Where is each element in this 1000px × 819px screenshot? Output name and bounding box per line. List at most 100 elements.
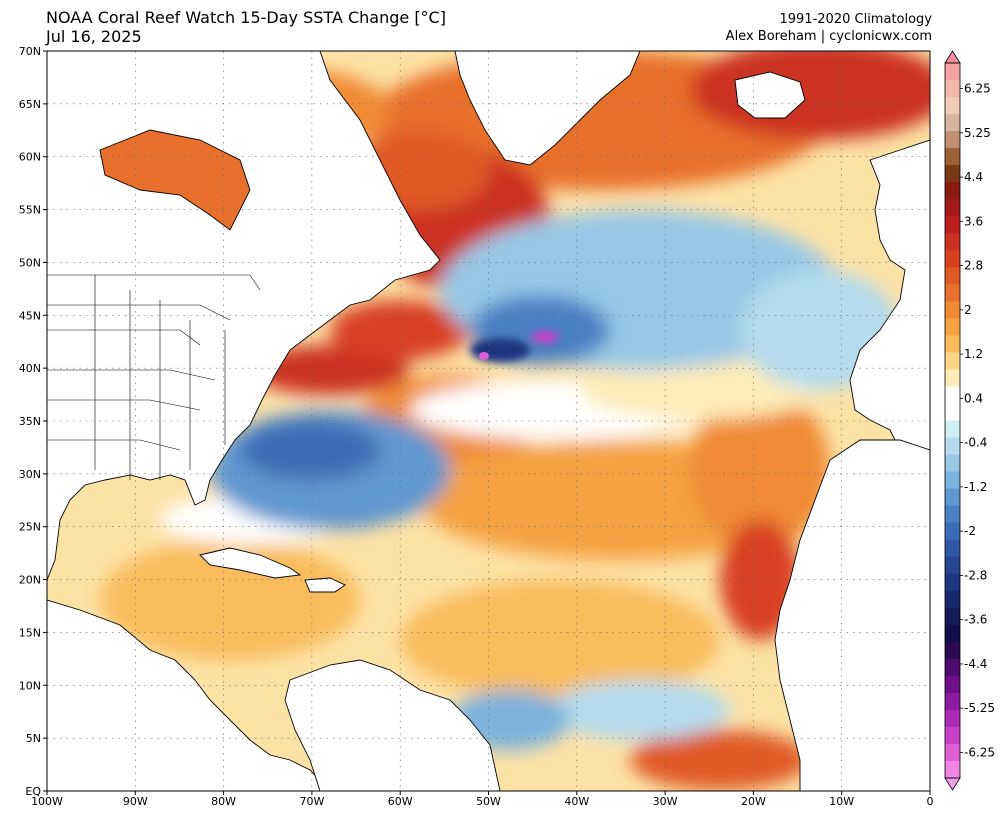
europe-land <box>849 139 930 481</box>
colorbar-swatch <box>945 250 960 268</box>
colorbar-label: -1.2 <box>964 480 987 494</box>
lat-tick-label: 40N <box>19 362 41 375</box>
colorbar-swatch <box>945 454 960 472</box>
colorbar-top-arrow <box>944 50 961 64</box>
lat-tick-label: 55N <box>19 204 41 217</box>
lat-tick-label: 65N <box>19 98 41 111</box>
colorbar-swatch <box>945 658 960 677</box>
colorbar-label: 2 <box>964 303 972 317</box>
colorbar-swatch <box>945 182 960 200</box>
colorbar-label: 1.2 <box>964 347 983 361</box>
lon-tick-label: 0 <box>927 795 934 808</box>
colorbar-swatch <box>945 369 960 387</box>
lat-tick-label: 25N <box>19 521 41 534</box>
colorbar-label: -3.6 <box>964 613 987 627</box>
colorbar-swatch <box>945 318 960 336</box>
colorbar-swatch <box>945 301 960 319</box>
colorbar-swatch <box>945 165 960 183</box>
credit-block: 1991-2020 Climatology Alex Boreham | cyc… <box>726 11 932 45</box>
colorbar-swatch <box>945 556 960 575</box>
map-title: NOAA Coral Reef Watch 15-Day SSTA Change… <box>46 8 446 27</box>
map-axes: 100W 90W 80W 70W 60W 50W 40W 30W 20W 10W 0 70N 65N 60… <box>19 45 934 808</box>
lat-tick-label: 45N <box>19 309 41 322</box>
lat-tick-label: 5N <box>26 732 41 745</box>
colorbar-label: 2.8 <box>964 259 983 273</box>
lon-tick-label: 50W <box>476 795 501 808</box>
lat-tick-label: 20N <box>19 574 41 587</box>
colorbar-swatch <box>945 743 960 762</box>
colorbar-label: -0.4 <box>964 436 987 450</box>
credit-label: Alex Boreham | cyclonicwx.com <box>725 29 932 44</box>
lat-tick-label: 35N <box>19 415 41 428</box>
hispaniola-land <box>304 577 346 593</box>
south-america-land <box>284 659 501 791</box>
colorbar-swatch <box>945 233 960 251</box>
colorbar-label: -6.25 <box>964 745 995 759</box>
colorbar-swatch <box>945 131 960 149</box>
colorbar-swatch <box>945 726 960 745</box>
iceland-land <box>734 71 806 119</box>
lon-tick-label: 60W <box>388 795 413 808</box>
lon-tick-label: 10W <box>829 795 854 808</box>
colorbar-swatch <box>945 522 960 541</box>
lon-tick-label: 40W <box>564 795 589 808</box>
colorbar-swatch <box>945 641 960 660</box>
colorbar-swatch <box>945 709 960 728</box>
colorbar-swatch <box>945 488 960 507</box>
climatology-label: 1991-2020 Climatology <box>779 12 932 27</box>
greenland-land <box>454 51 641 166</box>
colorbar: 6.25 5.25 4.4 3.6 2.8 2 1.2 0.4 -0.4 -1.2 -2 -2.8 -3… <box>944 50 995 791</box>
lat-tick-label: 60N <box>19 151 41 164</box>
colorbar-swatch <box>945 267 960 285</box>
lon-tick-label: 70W <box>299 795 324 808</box>
colorbar-swatch <box>945 63 960 81</box>
colorbar-label: -2.8 <box>964 568 987 582</box>
colorbar-swatch <box>945 437 960 455</box>
colorbar-swatch <box>945 352 960 370</box>
colorbar-label: -5.25 <box>964 701 995 715</box>
lon-tick-label: 100W <box>31 795 63 808</box>
colorbar-label: -2 <box>964 524 976 538</box>
colorbar-swatch <box>945 505 960 524</box>
lon-tick-label: 80W <box>211 795 236 808</box>
colorbar-swatch <box>945 284 960 302</box>
lat-tick-label: 30N <box>19 468 41 481</box>
colorbar-swatch <box>945 539 960 558</box>
colorbar-swatch <box>945 97 960 115</box>
colorbar-label: -4.4 <box>964 657 987 671</box>
lat-tick-label: 10N <box>19 679 41 692</box>
map-date: Jul 16, 2025 <box>46 27 142 46</box>
colorbar-bottom-arrow <box>944 777 961 791</box>
colorbar-swatch <box>945 573 960 592</box>
colorbar-swatch <box>945 760 960 779</box>
colorbar-swatch <box>945 607 960 626</box>
hudson-bay-water <box>99 129 251 231</box>
lat-tick-label: 50N <box>19 256 41 269</box>
anomaly-field <box>47 51 930 791</box>
colorbar-swatch <box>945 403 960 421</box>
colorbar-label: 3.6 <box>964 214 983 228</box>
colorbar-swatch <box>945 624 960 643</box>
colorbar-swatch <box>945 471 960 489</box>
colorbar-swatch <box>945 199 960 217</box>
colorbar-swatch <box>945 590 960 609</box>
africa-land <box>774 439 930 791</box>
colorbar-label: 5.25 <box>964 126 991 140</box>
lat-lon-grid <box>47 51 930 791</box>
colorbar-swatch <box>945 114 960 132</box>
colorbar-swatch <box>945 216 960 234</box>
colorbar-swatch <box>945 148 960 166</box>
lat-tick-label: 70N <box>19 45 41 58</box>
colorbar-label: 4.4 <box>964 170 983 184</box>
lon-tick-label: 20W <box>741 795 766 808</box>
map-title-block: NOAA Coral Reef Watch 15-Day SSTA Change… <box>46 8 446 46</box>
colorbar-frame <box>944 62 961 779</box>
colorbar-label: 6.25 <box>964 82 991 96</box>
colorbar-swatch <box>945 420 960 438</box>
lat-tick-label: 15N <box>19 626 41 639</box>
lat-tick-label: EQ <box>25 785 41 798</box>
cuba-land <box>199 547 302 579</box>
colorbar-label: 0.4 <box>964 391 983 405</box>
colorbar-swatch <box>945 80 960 98</box>
